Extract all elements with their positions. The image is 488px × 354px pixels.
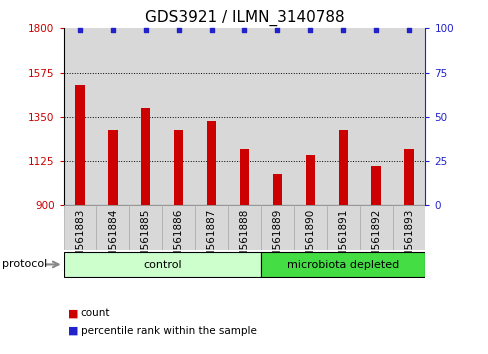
Text: control: control: [142, 259, 181, 270]
Text: ■: ■: [68, 308, 79, 318]
Text: protocol: protocol: [2, 259, 48, 269]
Point: [273, 27, 281, 33]
Bar: [392, 28, 425, 205]
FancyBboxPatch shape: [129, 205, 162, 250]
Text: GSM561889: GSM561889: [272, 209, 282, 272]
FancyBboxPatch shape: [227, 205, 261, 250]
Text: GSM561892: GSM561892: [370, 209, 380, 272]
Bar: [404, 149, 413, 205]
Bar: [359, 28, 392, 205]
Bar: [141, 108, 150, 205]
Text: microbiota depleted: microbiota depleted: [286, 259, 399, 270]
Point: [76, 27, 84, 33]
FancyBboxPatch shape: [96, 205, 129, 250]
Text: ■: ■: [68, 326, 79, 336]
Text: GSM561887: GSM561887: [206, 209, 216, 272]
Bar: [227, 28, 261, 205]
Text: GSM561891: GSM561891: [338, 209, 347, 272]
Bar: [371, 166, 380, 205]
Point: [306, 27, 314, 33]
Bar: [195, 28, 227, 205]
Text: GSM561888: GSM561888: [239, 209, 249, 272]
FancyBboxPatch shape: [293, 205, 326, 250]
Bar: [240, 149, 248, 205]
Point: [371, 27, 379, 33]
Text: count: count: [81, 308, 110, 318]
Text: GSM561884: GSM561884: [108, 209, 118, 272]
Text: percentile rank within the sample: percentile rank within the sample: [81, 326, 256, 336]
Text: GSM561886: GSM561886: [173, 209, 183, 272]
Point: [207, 27, 215, 33]
FancyBboxPatch shape: [63, 205, 96, 250]
FancyBboxPatch shape: [63, 252, 261, 278]
Bar: [338, 130, 347, 205]
Text: GSM561890: GSM561890: [305, 209, 315, 272]
FancyBboxPatch shape: [261, 252, 425, 278]
Bar: [293, 28, 326, 205]
Bar: [272, 174, 282, 205]
Point: [240, 27, 248, 33]
Bar: [305, 155, 314, 205]
Bar: [162, 28, 195, 205]
Point: [404, 27, 412, 33]
Bar: [261, 28, 293, 205]
Text: GSM561883: GSM561883: [75, 209, 85, 272]
Point: [109, 27, 117, 33]
FancyBboxPatch shape: [359, 205, 392, 250]
Point: [174, 27, 182, 33]
Point: [142, 27, 149, 33]
FancyBboxPatch shape: [195, 205, 227, 250]
Bar: [75, 85, 84, 205]
Bar: [63, 28, 96, 205]
FancyBboxPatch shape: [162, 205, 195, 250]
Point: [339, 27, 346, 33]
Bar: [129, 28, 162, 205]
Bar: [206, 121, 216, 205]
FancyBboxPatch shape: [392, 205, 425, 250]
Bar: [96, 28, 129, 205]
Text: GSM561893: GSM561893: [403, 209, 413, 272]
Bar: [326, 28, 359, 205]
Bar: [108, 130, 117, 205]
FancyBboxPatch shape: [261, 205, 293, 250]
Bar: [174, 130, 183, 205]
Text: GSM561885: GSM561885: [141, 209, 150, 272]
FancyBboxPatch shape: [326, 205, 359, 250]
Title: GDS3921 / ILMN_3140788: GDS3921 / ILMN_3140788: [144, 9, 344, 25]
